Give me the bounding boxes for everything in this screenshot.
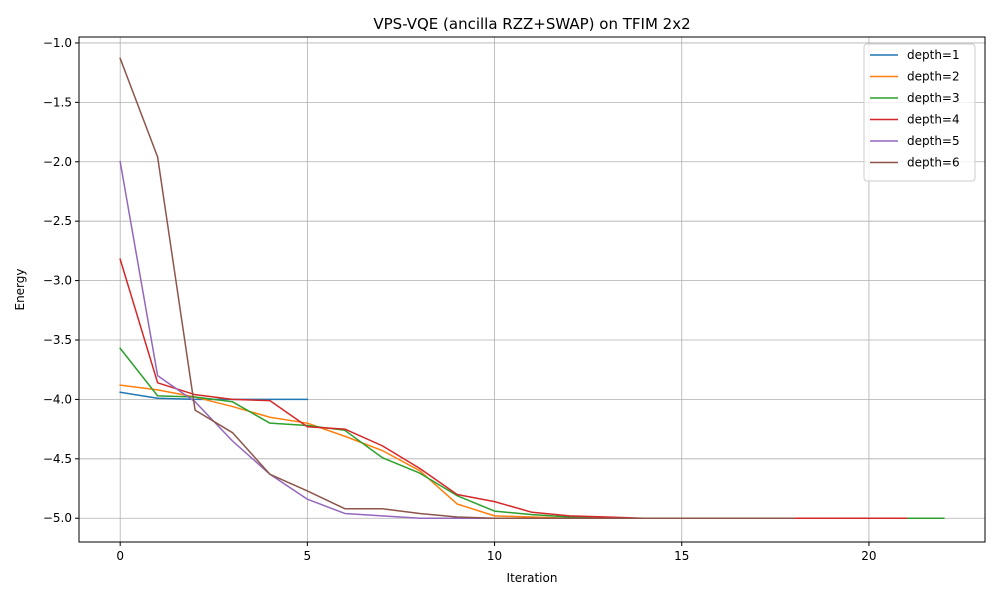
series-line-depth-6 <box>119 57 795 519</box>
y-tick-label: −2.0 <box>43 155 72 169</box>
legend-label: depth=6 <box>907 156 960 170</box>
x-tick-label: 5 <box>304 549 312 563</box>
y-tick-label: −3.5 <box>43 333 72 347</box>
y-tick-label: −3.0 <box>43 274 72 288</box>
x-tick-label: 10 <box>487 549 502 563</box>
x-tick-label: 0 <box>116 549 124 563</box>
x-tick-label: 15 <box>674 549 689 563</box>
x-tick-label: 20 <box>861 549 876 563</box>
y-tick-label: −5.0 <box>43 511 72 525</box>
y-axis-title: Energy <box>13 268 27 310</box>
legend-label: depth=2 <box>907 70 960 84</box>
series-layer <box>119 57 945 519</box>
x-axis-title: Iteration <box>507 571 558 585</box>
y-tick-label: −4.0 <box>43 392 72 406</box>
y-tick-label: −4.5 <box>43 452 72 466</box>
y-tick-label: −1.5 <box>43 95 72 109</box>
y-tick-label: −1.0 <box>43 36 72 50</box>
legend-label: depth=1 <box>907 48 960 62</box>
legend-box <box>863 43 976 182</box>
y-tick-label: −2.5 <box>43 214 72 228</box>
ticks: 0 5 10 15 20 −1.0 −1.5 −2.0 −2.5 −3.0 −3.5 −4.0 −4.5… <box>43 36 877 563</box>
chart-title: VPS-VQE (ancilla RZZ+SWAP) on TFIM 2x2 <box>373 15 690 33</box>
legend-label: depth=4 <box>907 113 960 127</box>
plot-frame <box>78 36 986 543</box>
legend-label: depth=3 <box>907 91 960 105</box>
legend: depth=1 depth=2 depth=3 depth=4 depth=5 depth… <box>863 43 976 182</box>
legend-label: depth=5 <box>907 134 960 148</box>
